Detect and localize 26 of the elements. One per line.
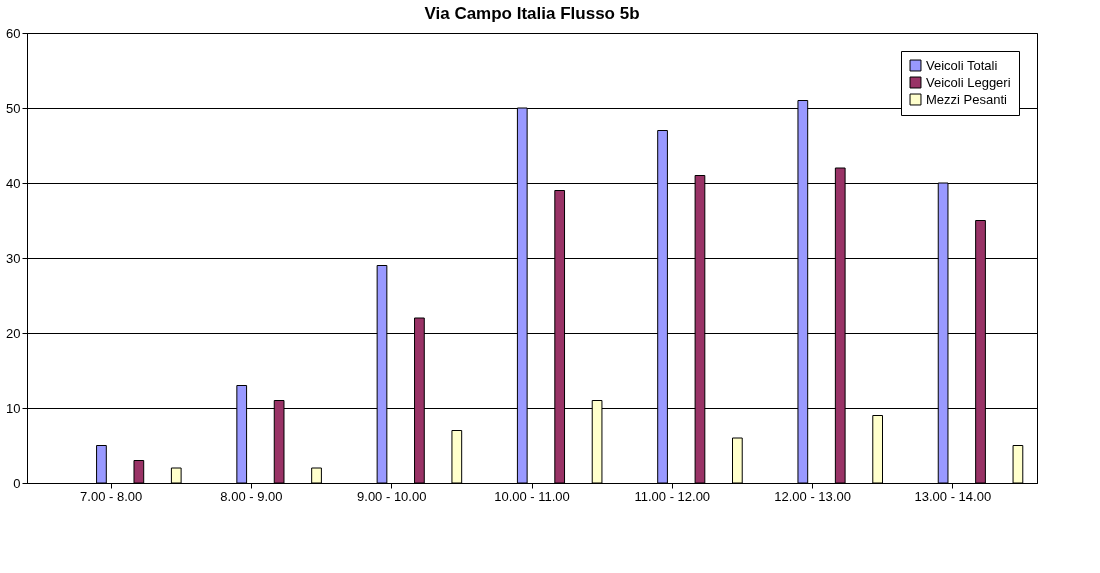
legend-label: Mezzi Pesanti xyxy=(926,91,1008,107)
bar xyxy=(170,467,182,484)
x-tick-label: 12.00 - 13.00 xyxy=(774,488,851,504)
y-tick-label: 40 xyxy=(6,175,21,191)
x-tick-label: 13.00 - 14.00 xyxy=(914,488,992,504)
y-tick-label: 50 xyxy=(6,100,21,116)
chart-title: Via Campo Italia Flusso 5b xyxy=(424,4,640,23)
y-tick-label: 30 xyxy=(6,250,21,266)
bar xyxy=(872,415,884,484)
y-tick-label: 60 xyxy=(6,25,21,41)
y-tick-label: 10 xyxy=(6,400,21,416)
bar xyxy=(732,437,743,484)
bar xyxy=(451,430,463,484)
bar xyxy=(1012,445,1024,484)
bar xyxy=(96,445,107,484)
bar xyxy=(311,467,322,484)
x-tick-label: 11.00 - 12.00 xyxy=(634,488,711,504)
legend-label: Veicoli Leggeri xyxy=(926,74,1011,90)
legend-label: Veicoli Totali xyxy=(926,57,998,73)
x-tick-label: 7.00 - 8.00 xyxy=(80,488,143,504)
bar xyxy=(133,460,145,484)
x-tick-label: 9.00 - 10.00 xyxy=(357,488,427,504)
y-tick-label: 0 xyxy=(13,475,21,491)
x-tick-label: 10.00 - 11.00 xyxy=(494,488,570,504)
y-tick-label: 20 xyxy=(6,325,21,341)
x-tick-label: 8.00 - 9.00 xyxy=(220,488,283,504)
